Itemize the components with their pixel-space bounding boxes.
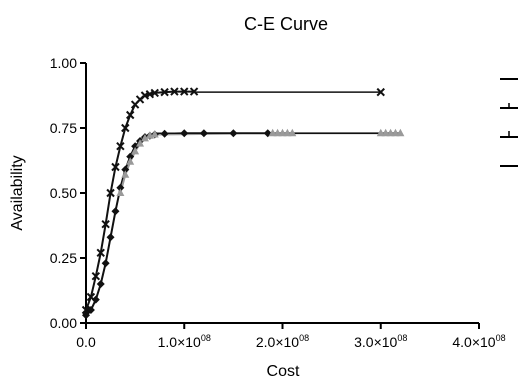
series-1-point <box>101 219 110 229</box>
series-1-point <box>111 162 120 172</box>
y-tick-label: 0.50 <box>50 185 77 201</box>
x-tick-label: 3.0×1008 <box>354 333 407 350</box>
series-1-point <box>81 305 91 315</box>
series-2-point <box>229 129 238 138</box>
series-3-point <box>150 130 159 138</box>
series-1-point <box>189 87 199 96</box>
series-2-point <box>160 129 169 138</box>
marker-stroke <box>111 162 120 172</box>
series-1-point <box>96 248 105 258</box>
marker-stroke <box>126 110 135 120</box>
series-3-point <box>136 139 145 147</box>
series-2-point <box>86 306 95 314</box>
marker-stroke <box>160 87 169 97</box>
marker-stroke <box>376 87 385 97</box>
series-2-point <box>121 165 130 174</box>
series-2-point <box>101 259 110 268</box>
marker-stroke <box>121 123 130 133</box>
axes: 0.00 0.25 0.50 0.75 1.00 0.0 1.0×1008 2.0×1008 3… <box>50 55 506 350</box>
marker-stroke <box>150 88 159 98</box>
x-tick-label: 4.0×1008 <box>452 333 505 350</box>
marker-stroke <box>170 87 179 96</box>
y-tick-label: 0.75 <box>50 120 77 136</box>
marker-stroke <box>180 87 189 96</box>
series-1-point <box>106 188 115 198</box>
marker-stroke <box>106 188 115 198</box>
series-2-point <box>82 311 90 320</box>
marker-stroke <box>91 271 101 281</box>
x-tick-label: 0.0 <box>76 334 96 350</box>
chart-title: C-E Curve <box>244 14 328 34</box>
series-3-point <box>140 133 149 142</box>
y-tick-label: 1.00 <box>50 55 77 71</box>
series-1-point <box>91 271 101 281</box>
marker-stroke <box>145 89 155 99</box>
series-3-point <box>396 128 405 137</box>
series-2-point <box>131 142 140 151</box>
series-1-point <box>170 87 179 96</box>
marker-stroke <box>189 87 199 96</box>
series-1-point <box>180 87 189 96</box>
series-3-point <box>121 170 130 178</box>
series-2-point <box>126 152 135 161</box>
marker-stroke <box>81 305 91 315</box>
series-1-point <box>376 87 385 97</box>
series-3-curve <box>119 132 401 194</box>
x-tick-label: 1.0×1008 <box>158 333 211 350</box>
series-2-point <box>106 233 115 242</box>
marker-stroke <box>140 91 150 100</box>
marker-stroke <box>116 141 125 151</box>
series-2-point <box>199 129 208 138</box>
connector-lines <box>85 90 401 316</box>
series-2-point <box>91 295 100 304</box>
series-1-point <box>150 88 159 98</box>
series-1-point <box>116 141 125 151</box>
series-3-point <box>116 188 125 196</box>
x-axis-label: Cost <box>267 363 300 380</box>
series-3-point <box>126 157 135 165</box>
legend <box>500 78 518 167</box>
series-1-point <box>160 87 169 97</box>
x-tick-label: 2.0×1008 <box>256 333 309 350</box>
data-points <box>81 87 405 320</box>
series-2-curve <box>85 132 268 316</box>
y-tick-label: 0.25 <box>50 250 77 266</box>
marker-stroke <box>96 248 105 258</box>
series-2-point <box>180 129 189 138</box>
series-3-point <box>288 128 297 137</box>
series-2-point <box>111 207 120 216</box>
series-1-point <box>126 110 135 120</box>
legend-entry <box>500 103 518 109</box>
legend-entry <box>500 131 518 138</box>
y-tick-label: 0.00 <box>50 315 77 331</box>
series-2-point <box>96 280 105 288</box>
series-3-point <box>131 146 140 155</box>
y-axis-label: Availability <box>9 155 26 230</box>
series-1-point <box>121 123 130 133</box>
marker-stroke <box>86 292 96 302</box>
series-2-point <box>116 183 125 192</box>
marker-stroke <box>101 219 110 229</box>
